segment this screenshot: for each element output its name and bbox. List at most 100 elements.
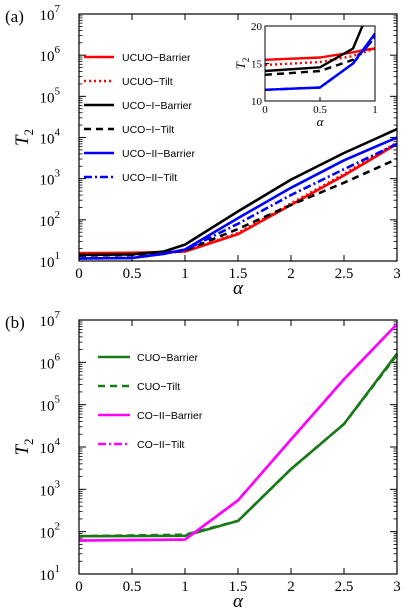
y-tick-exponent: 6 bbox=[55, 351, 61, 363]
y-tick-exponent: 3 bbox=[55, 168, 61, 180]
series-line-1 bbox=[78, 354, 399, 538]
inset-series-line-5 bbox=[265, 36, 375, 91]
y-tick-label: 102 bbox=[40, 521, 61, 542]
y-tick-base: 10 bbox=[40, 483, 55, 499]
y-tick-base: 10 bbox=[40, 214, 55, 230]
y-tick-label: 104 bbox=[40, 127, 61, 148]
legend-label: UCUO−Barrier bbox=[122, 52, 191, 64]
y-tick-exponent: 7 bbox=[55, 309, 61, 321]
inset-series-line-1 bbox=[265, 47, 375, 67]
panel-label: (b) bbox=[5, 313, 25, 332]
series-line-4 bbox=[78, 136, 398, 260]
y-tick-exponent: 6 bbox=[55, 44, 61, 56]
plot-frame bbox=[78, 13, 398, 262]
series-line-3 bbox=[78, 157, 398, 257]
legend-label: CUO−Tilt bbox=[137, 381, 180, 393]
y-tick-label: 104 bbox=[40, 436, 61, 457]
y-tick-base: 10 bbox=[40, 8, 55, 24]
legend-label: CUO−Barrier bbox=[137, 352, 198, 364]
y-tick-base: 10 bbox=[40, 399, 55, 415]
y-axis-label-main: T bbox=[12, 444, 33, 456]
x-tick-label: 1.5 bbox=[229, 266, 248, 282]
inset-x-axis-label: α bbox=[317, 114, 325, 129]
plot-frame bbox=[78, 319, 398, 575]
y-tick-label: 105 bbox=[40, 85, 61, 106]
y-tick-base: 10 bbox=[40, 356, 55, 372]
inset-y-tick-label: 20 bbox=[251, 21, 263, 33]
y-tick-exponent: 4 bbox=[55, 127, 61, 139]
y-axis-label-sub: 2 bbox=[21, 129, 36, 136]
series-line-0 bbox=[78, 142, 398, 255]
inset-y-axis-label: T2 bbox=[233, 58, 251, 70]
y-tick-base: 10 bbox=[40, 568, 55, 584]
y-tick-exponent: 2 bbox=[55, 209, 61, 221]
y-tick-label: 103 bbox=[40, 478, 61, 499]
y-axis-label-sub: 2 bbox=[21, 438, 36, 445]
y-tick-label: 101 bbox=[40, 250, 61, 271]
legend-label: UCO−II−Tilt bbox=[122, 172, 177, 184]
inset-series-line-2 bbox=[265, 26, 364, 73]
inset-x-tick-label: 0 bbox=[262, 104, 268, 116]
y-tick-exponent: 5 bbox=[55, 85, 61, 97]
y-tick-base: 10 bbox=[40, 49, 55, 65]
y-tick-base: 10 bbox=[40, 255, 55, 271]
y-tick-label: 105 bbox=[40, 394, 61, 415]
panel-b: (b)0 0.5 1 1.5 2 2.5 3101102103104105106107αT2… bbox=[5, 309, 401, 611]
y-tick-label: 101 bbox=[40, 563, 61, 584]
inset-x-tick-label: 0.5 bbox=[313, 104, 327, 116]
legend-label: UCO−I−Barrier bbox=[122, 100, 193, 112]
inset-series-line-0 bbox=[265, 47, 375, 61]
inset-y-axis-label-sub: 2 bbox=[241, 58, 251, 63]
y-tick-base: 10 bbox=[40, 314, 55, 330]
x-tick-label: 2 bbox=[287, 579, 295, 595]
x-tick-label: 2.5 bbox=[335, 266, 354, 282]
legend: CUO−Barrier CUO−Tilt CO−II−Barrier CO−II−Ti… bbox=[98, 352, 203, 451]
y-tick-exponent: 2 bbox=[55, 521, 61, 533]
x-axis-label: α bbox=[233, 591, 244, 611]
x-tick-label: 1.5 bbox=[229, 579, 248, 595]
legend-label: UCO−II−Barrier bbox=[122, 148, 195, 160]
y-tick-label: 103 bbox=[40, 168, 61, 189]
inset-series bbox=[265, 26, 375, 91]
x-tick-label: 2.5 bbox=[335, 579, 354, 595]
x-tick-label: 0 bbox=[75, 266, 83, 282]
y-tick-label: 107 bbox=[40, 309, 61, 330]
inset-x-tick-label: 1 bbox=[372, 104, 378, 116]
y-tick-label: 102 bbox=[40, 209, 61, 230]
y-axis-label: T2 bbox=[12, 438, 36, 455]
panel-label: (a) bbox=[5, 7, 24, 26]
x-axis-label: α bbox=[233, 278, 244, 299]
inset: 0 0.5 1 10 15 20 α T2 bbox=[233, 21, 378, 129]
legend-label: CO−II−Barrier bbox=[137, 410, 203, 422]
panel-a: (a)0 0.5 1 1.5 2 2.5 3101102103104105106107αT2… bbox=[5, 3, 401, 299]
x-tick-label: 0.5 bbox=[123, 266, 142, 282]
y-tick-base: 10 bbox=[40, 132, 55, 148]
x-tick-label: 1 bbox=[181, 579, 189, 595]
y-tick-exponent: 1 bbox=[55, 250, 61, 262]
y-axis-label-main: T bbox=[12, 134, 33, 146]
legend-label: UCUO−Tilt bbox=[122, 76, 173, 88]
y-tick-exponent: 7 bbox=[55, 3, 61, 15]
legend-label: CO−II−Tilt bbox=[137, 439, 185, 451]
series-line-5 bbox=[78, 142, 398, 260]
y-tick-exponent: 3 bbox=[55, 478, 61, 490]
inset-y-tick-label: 10 bbox=[251, 96, 263, 108]
x-tick-label: 0 bbox=[75, 579, 83, 595]
y-tick-base: 10 bbox=[40, 90, 55, 106]
y-tick-exponent: 5 bbox=[55, 394, 61, 406]
y-tick-label: 106 bbox=[40, 351, 61, 372]
legend-label: UCO−I−Tilt bbox=[122, 124, 174, 136]
x-tick-label: 3 bbox=[393, 266, 401, 282]
inset-y-tick-label: 15 bbox=[251, 59, 263, 71]
inset-y-axis-label-main: T bbox=[233, 61, 248, 69]
x-tick-label: 1 bbox=[181, 266, 189, 282]
y-tick-exponent: 1 bbox=[55, 563, 61, 575]
y-tick-base: 10 bbox=[40, 526, 55, 542]
y-tick-label: 106 bbox=[40, 44, 61, 65]
y-tick-base: 10 bbox=[40, 173, 55, 189]
y-axis-label: T2 bbox=[12, 129, 36, 146]
x-tick-label: 0.5 bbox=[123, 579, 142, 595]
y-tick-base: 10 bbox=[40, 441, 55, 457]
legend: UCUO−Barrier UCUO−Tilt UCO−I−Barrier UCO−I−… bbox=[84, 52, 195, 184]
